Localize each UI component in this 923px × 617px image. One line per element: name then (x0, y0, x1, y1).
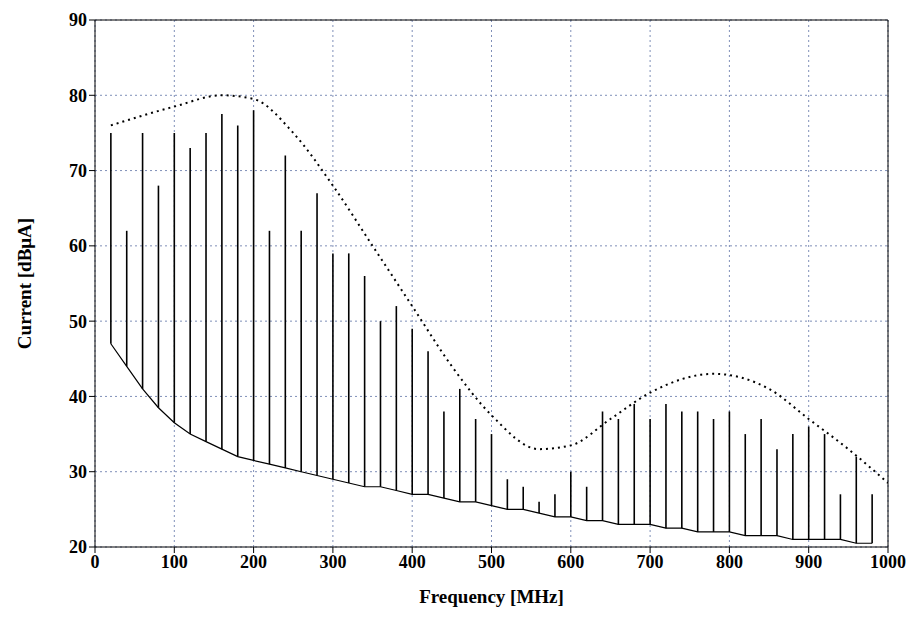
svg-text:700: 700 (637, 552, 664, 572)
svg-text:0: 0 (91, 552, 100, 572)
svg-text:50: 50 (69, 312, 87, 332)
svg-text:900: 900 (795, 552, 822, 572)
svg-text:80: 80 (69, 86, 87, 106)
svg-text:90: 90 (69, 10, 87, 30)
svg-text:200: 200 (240, 552, 267, 572)
svg-text:100: 100 (161, 552, 188, 572)
svg-text:Current [dBμA]: Current [dBμA] (14, 218, 35, 349)
svg-text:600: 600 (557, 552, 584, 572)
svg-text:300: 300 (319, 552, 346, 572)
svg-text:500: 500 (478, 552, 505, 572)
svg-text:40: 40 (69, 387, 87, 407)
svg-text:800: 800 (716, 552, 743, 572)
svg-text:1000: 1000 (870, 552, 906, 572)
svg-text:30: 30 (69, 462, 87, 482)
svg-text:Frequency [MHz]: Frequency [MHz] (419, 586, 564, 607)
svg-text:70: 70 (69, 161, 87, 181)
svg-text:60: 60 (69, 236, 87, 256)
svg-text:400: 400 (399, 552, 426, 572)
svg-text:20: 20 (69, 537, 87, 557)
